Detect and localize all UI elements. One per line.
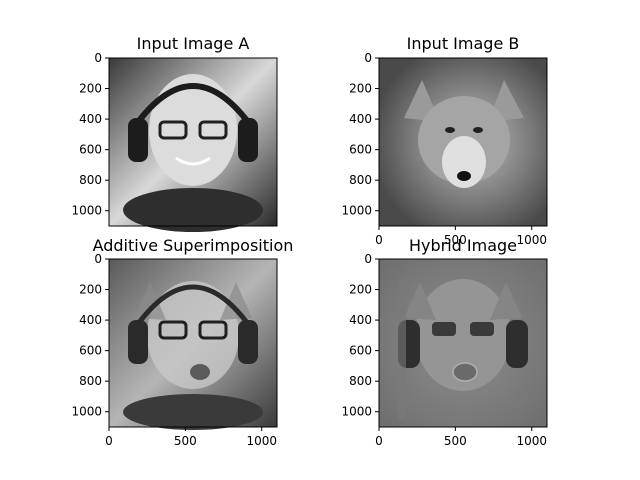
ytick-label: 0 (94, 252, 102, 266)
xtick-label: 0 (375, 233, 383, 247)
subplot-c: 0 200 400 600 800 1000 0 500 1000 Additive Supe… (71, 236, 293, 448)
subplot-a-yticks: 0 200 400 600 800 1000 (71, 51, 109, 218)
xtick-label: 1000 (516, 233, 547, 247)
ytick-label: 200 (79, 283, 102, 297)
ytick-label: 200 (349, 82, 372, 96)
ytick-label: 1000 (71, 204, 102, 218)
subplot-b-yticks: 0 200 400 600 800 1000 (341, 51, 379, 218)
subplot-c-yticks: 0 200 400 600 800 1000 (71, 252, 109, 419)
xtick-label: 1000 (516, 434, 547, 448)
ytick-label: 400 (349, 313, 372, 327)
subplot-a: Input Image A 0 200 400 600 800 1000 (71, 34, 278, 232)
subplot-a-frame (108, 57, 278, 227)
subplot-d-yticks: 0 200 400 600 800 1000 (341, 252, 379, 419)
ytick-label: 1000 (341, 204, 372, 218)
ytick-label: 400 (79, 313, 102, 327)
subplot-b-wolf-depiction (404, 80, 524, 188)
subplot-a-face-depiction (123, 74, 263, 232)
subplot-b-title: Input Image B (407, 34, 520, 53)
ytick-label: 600 (349, 344, 372, 358)
ytick-label: 0 (364, 51, 372, 65)
ytick-label: 400 (349, 112, 372, 126)
ytick-label: 1000 (341, 405, 372, 419)
ytick-label: 0 (364, 252, 372, 266)
xtick-label: 1000 (246, 434, 277, 448)
xtick-label: 500 (174, 434, 197, 448)
xtick-label: 0 (375, 434, 383, 448)
xtick-label: 0 (105, 434, 113, 448)
ytick-label: 800 (349, 173, 372, 187)
subplot-c-title: Additive Superimposition (93, 236, 294, 255)
subplot-b-xticks: 0 500 1000 (375, 226, 547, 247)
subplot-b: Input Image B 0 200 400 600 800 1000 0 500 1000 (341, 34, 548, 247)
xtick-label: 500 (444, 233, 467, 247)
xtick-label: 500 (444, 434, 467, 448)
subplot-d-title: Hybrid Image (409, 236, 517, 255)
ytick-label: 200 (349, 283, 372, 297)
subplot-d-frame (378, 258, 548, 428)
ytick-label: 800 (79, 173, 102, 187)
subplot-d-composite-depiction (398, 279, 528, 420)
subplot-b-frame (378, 57, 548, 227)
subplot-c-xticks: 0 500 1000 (105, 427, 277, 448)
subplot-d: 0 200 400 600 800 1000 0 500 1000 Hybrid Image (341, 236, 548, 448)
ytick-label: 600 (349, 143, 372, 157)
ytick-label: 200 (79, 82, 102, 96)
ytick-label: 800 (79, 374, 102, 388)
subplot-c-frame (108, 258, 278, 428)
subplot-a-title: Input Image A (137, 34, 250, 53)
ytick-label: 400 (79, 112, 102, 126)
ytick-label: 600 (79, 143, 102, 157)
ytick-label: 600 (79, 344, 102, 358)
subplot-d-xticks: 0 500 1000 (375, 427, 547, 448)
subplot-c-composite-depiction (123, 281, 263, 430)
ytick-label: 1000 (71, 405, 102, 419)
ytick-label: 800 (349, 374, 372, 388)
ytick-label: 0 (94, 51, 102, 65)
